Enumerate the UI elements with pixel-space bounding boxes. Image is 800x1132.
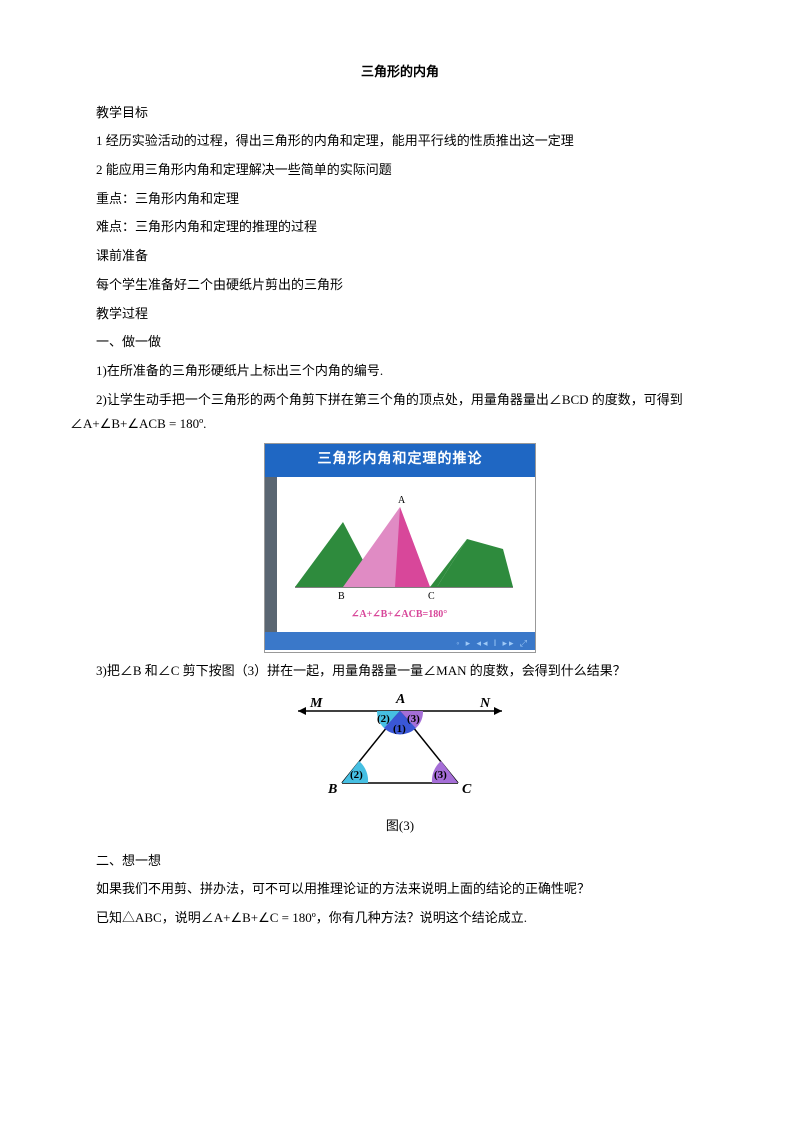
figure-3-caption: 图(3) <box>70 814 730 839</box>
svg-text:(1): (1) <box>393 723 406 735</box>
keypoint: 重点：三角形内角和定理 <box>70 187 730 212</box>
activity-step-3: 3)把∠B 和∠C 剪下按图（3）拼在一起，用量角器量一量∠MAN 的度数，会得… <box>70 659 730 684</box>
heading-process: 教学过程 <box>70 302 730 327</box>
svg-text:M: M <box>309 696 323 711</box>
heading-prep: 课前准备 <box>70 244 730 269</box>
activity-2-q1: 如果我们不用剪、拼办法，可不可以用推理论证的方法来说明上面的结论的正确性呢？ <box>70 877 730 902</box>
slide-diagram: A B C ∠A+∠B+∠ACB=180° <box>265 477 535 632</box>
svg-text:B: B <box>338 591 345 602</box>
svg-text:B: B <box>327 782 337 797</box>
activity-step-1: 1)在所准备的三角形硬纸片上标出三个内角的编号. <box>70 359 730 384</box>
svg-text:A: A <box>395 692 405 707</box>
prep-item: 每个学生准备好二个由硬纸片剪出的三角形 <box>70 273 730 298</box>
activity-1-heading: 一、做一做 <box>70 330 730 355</box>
page-title: 三角形的内角 <box>70 60 730 85</box>
svg-text:N: N <box>479 696 491 711</box>
svg-text:∠A+∠B+∠ACB=180°: ∠A+∠B+∠ACB=180° <box>351 609 447 620</box>
figure-3-diagram: (2) (1) (3) (2) (3) M N A B C <box>280 689 520 799</box>
figure-3: (2) (1) (3) (2) (3) M N A B C <box>70 689 730 808</box>
svg-text:(3): (3) <box>434 769 447 781</box>
svg-text:(3): (3) <box>407 713 420 725</box>
slide-frame: 三角形内角和定理的推论 A B C ∠A+ <box>264 443 536 653</box>
goal-1: 1 经历实验活动的过程，得出三角形的内角和定理，能用平行线的性质推出这一定理 <box>70 129 730 154</box>
svg-text:(2): (2) <box>350 769 363 781</box>
svg-text:A: A <box>398 495 406 506</box>
heading-goals: 教学目标 <box>70 101 730 126</box>
goal-2: 2 能应用三角形内角和定理解决一些简单的实际问题 <box>70 158 730 183</box>
slide-controls-bar: ◦ ▸ ◂◂ ‖ ▸▸ ⤢ <box>265 632 535 650</box>
figure-slide: 三角形内角和定理的推论 A B C ∠A+ <box>70 443 730 653</box>
slide-title: 三角形内角和定理的推论 <box>265 444 535 477</box>
activity-2-heading: 二、想一想 <box>70 849 730 874</box>
activity-2-q2: 已知△ABC，说明∠A+∠B+∠C = 180º，你有几种方法？说明这个结论成立… <box>70 906 730 931</box>
svg-text:(2): (2) <box>377 713 390 725</box>
slide-control-icons: ◦ ▸ ◂◂ ‖ ▸▸ ⤢ <box>456 632 535 652</box>
activity-step-2: 2)让学生动手把一个三角形的两个角剪下拼在第三个角的顶点处，用量角器量出∠BCD… <box>70 388 730 437</box>
svg-text:C: C <box>462 782 472 797</box>
difficulty: 难点：三角形内角和定理的推理的过程 <box>70 215 730 240</box>
slide-body: A B C ∠A+∠B+∠ACB=180° <box>265 477 535 632</box>
svg-text:C: C <box>428 591 435 602</box>
